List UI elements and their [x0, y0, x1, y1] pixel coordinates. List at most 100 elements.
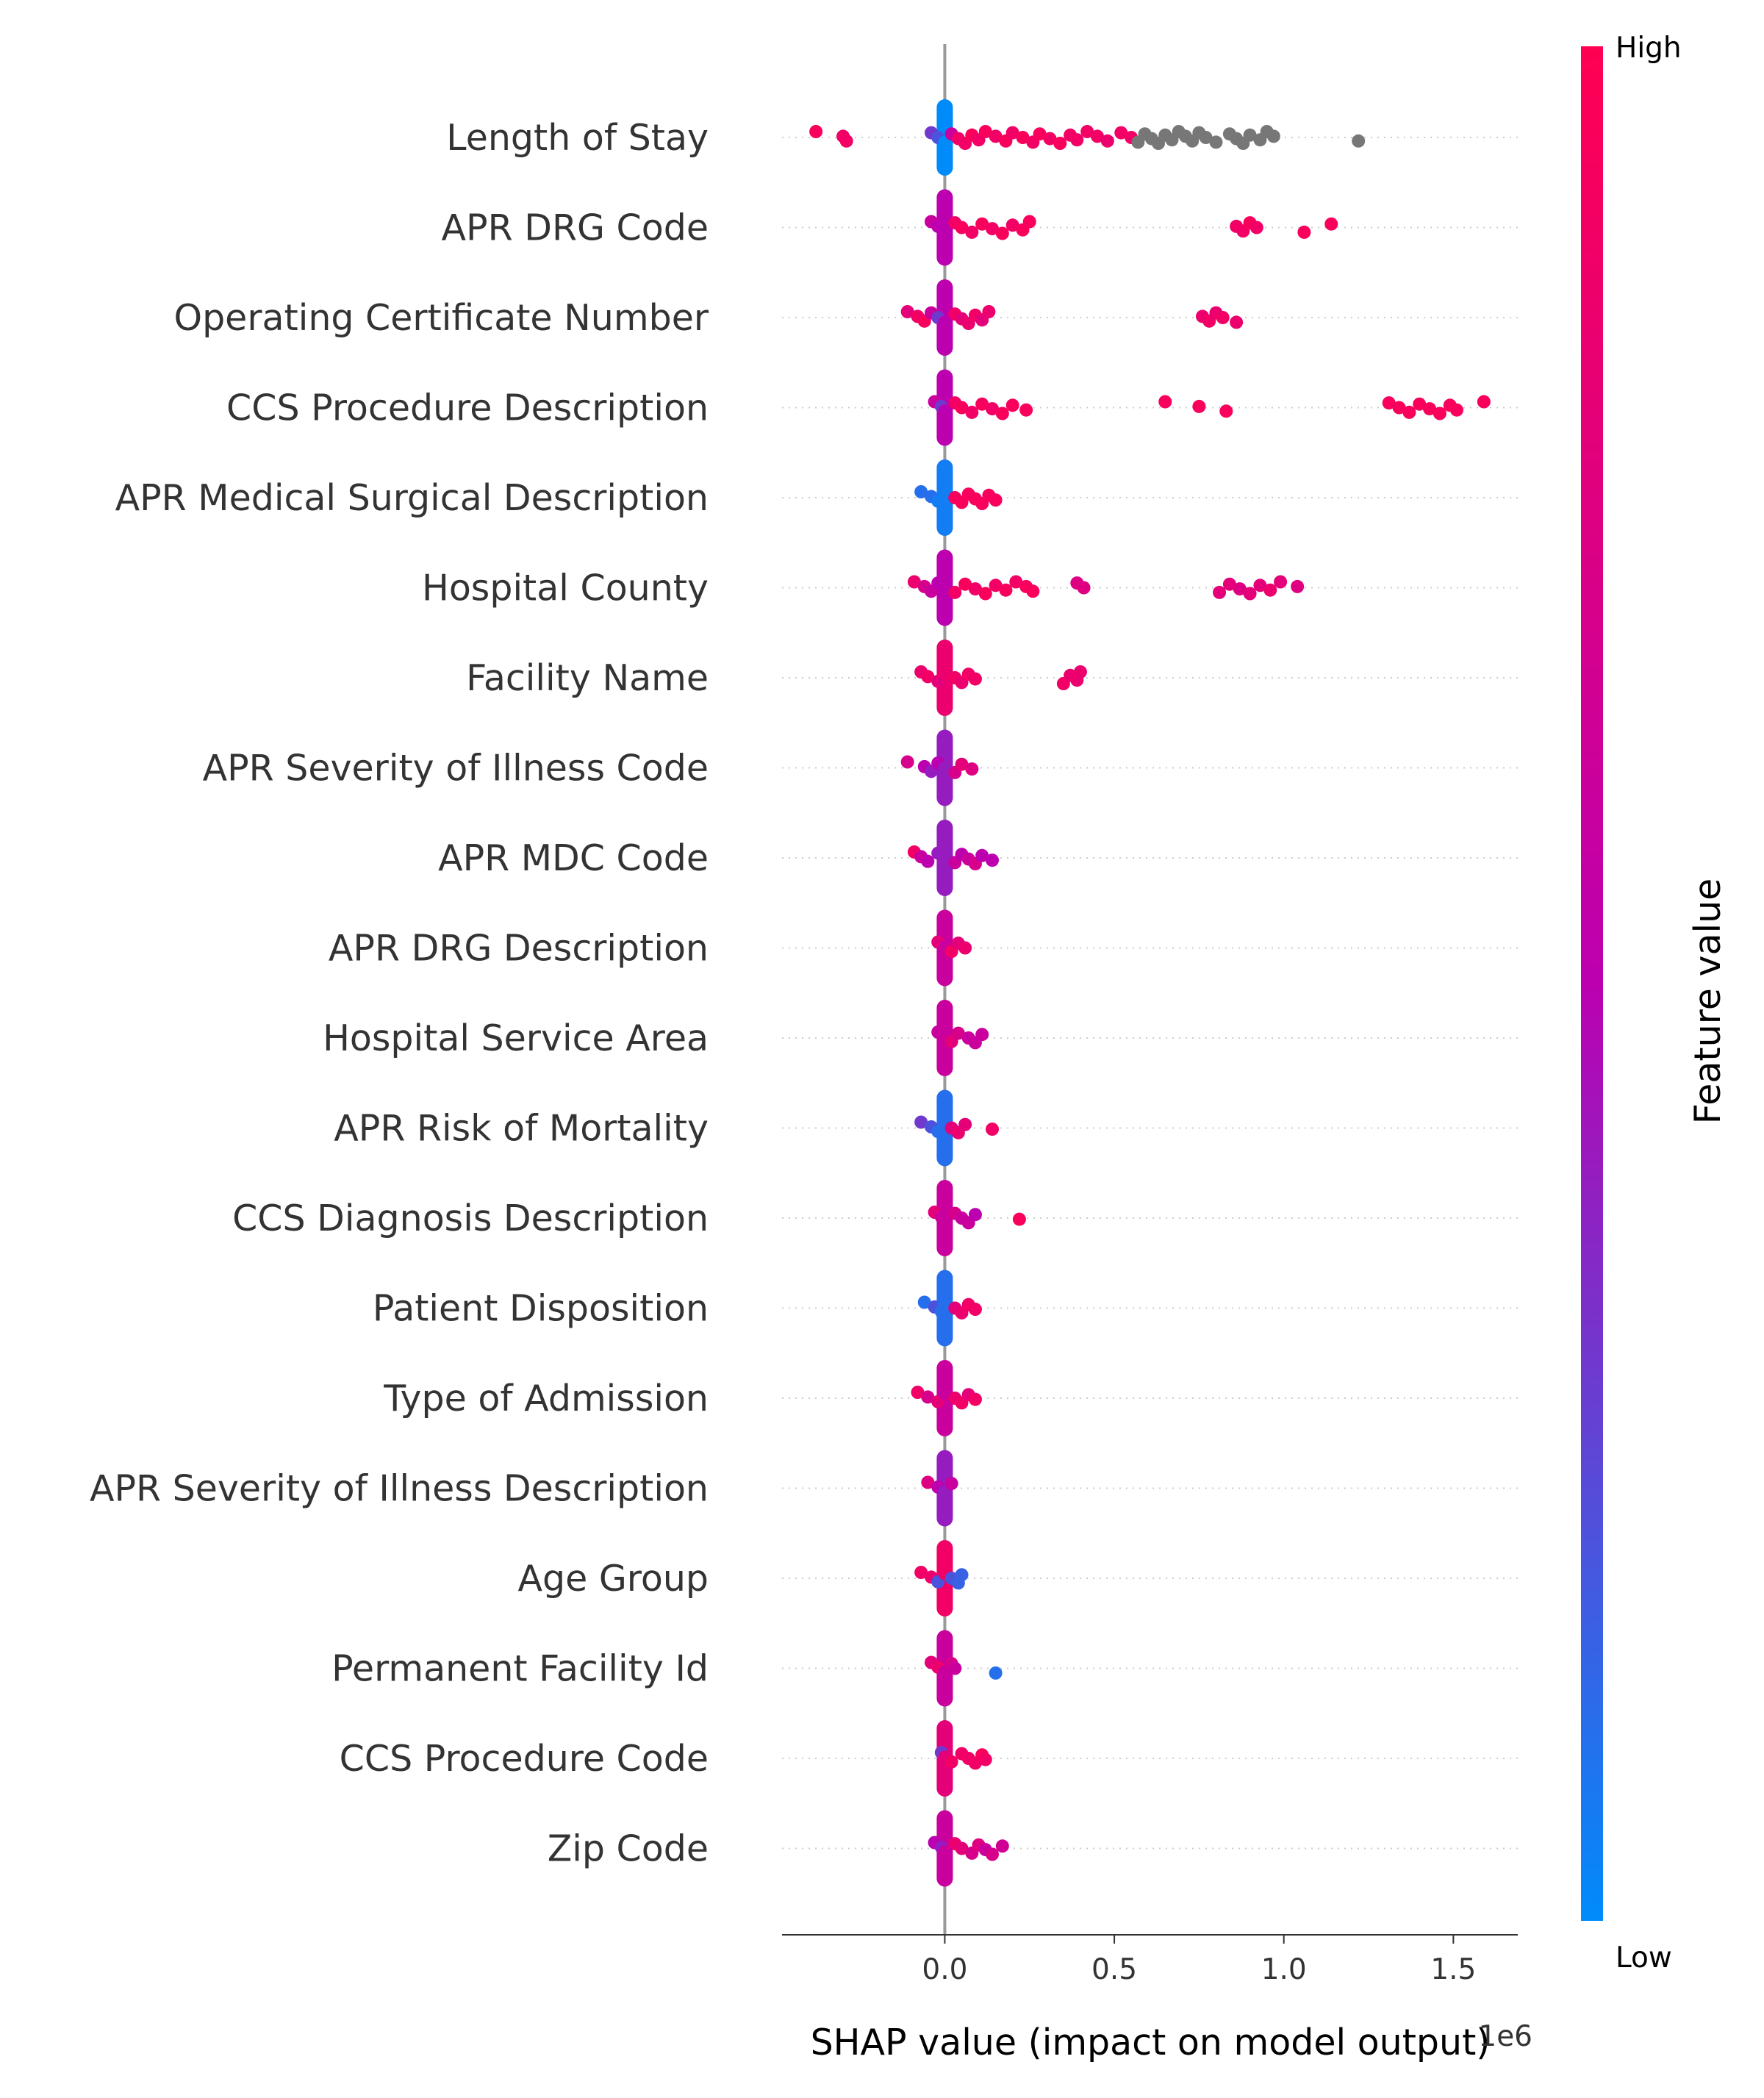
shap-point [986, 1847, 999, 1861]
shap-point [921, 1390, 935, 1404]
shap-point [938, 851, 952, 864]
shap-point [948, 1661, 962, 1675]
shap-point [1449, 403, 1463, 417]
shap-point [955, 401, 969, 415]
shap-point [938, 761, 952, 775]
shap-point [1291, 579, 1305, 593]
shap-point [1077, 581, 1091, 595]
shap-point [978, 587, 992, 601]
shap-point [989, 129, 1003, 143]
feature-label: APR Severity of Illness Code [203, 748, 709, 790]
shap-point [955, 1568, 969, 1582]
shap-point [914, 485, 928, 498]
shap-point [938, 1297, 952, 1311]
shap-point [968, 1303, 982, 1317]
shap-point [1297, 225, 1311, 239]
shap-point [978, 1752, 992, 1766]
shap-point [938, 486, 952, 500]
feature-label: Age Group [517, 1558, 709, 1600]
shap-point [944, 1477, 958, 1491]
shap-point [986, 1123, 999, 1136]
shap-point [995, 1839, 1009, 1853]
feature-label: APR MDC Code [438, 837, 709, 879]
shap-point [965, 405, 979, 419]
shap-point [914, 1566, 928, 1579]
feature-label: Facility Name [466, 657, 709, 699]
shap-point [938, 224, 952, 238]
shap-point [958, 1117, 972, 1131]
colorbar: High Low Feature value [1581, 32, 1729, 1975]
shap-point [1213, 585, 1227, 599]
shap-point [968, 1392, 982, 1406]
shap-point [965, 762, 979, 776]
shap-point [975, 1028, 989, 1042]
shap-point [1222, 577, 1236, 591]
shap-point [1253, 579, 1267, 592]
shap-point [1230, 315, 1244, 329]
shap-point [948, 585, 962, 599]
colorbar-low-label: Low [1616, 1941, 1672, 1975]
shap-point [1219, 404, 1233, 418]
feature-label: Type of Admission [383, 1378, 709, 1419]
shap-point [911, 1386, 925, 1399]
shap-point [1199, 131, 1213, 144]
shap-point [958, 577, 972, 591]
shap-point [1114, 126, 1128, 140]
shap-point [1392, 401, 1406, 415]
shap-point [999, 583, 1013, 597]
shap-point [914, 1115, 928, 1129]
shap-point [921, 1475, 935, 1489]
x-tick-label: 0.0 [922, 1953, 967, 1986]
shap-point [986, 853, 999, 867]
shap-point [1091, 129, 1104, 143]
shap-point [944, 1755, 958, 1769]
shap-point [1413, 397, 1427, 411]
shap-point [958, 941, 972, 955]
shap-point [978, 125, 992, 138]
x-axis: 0.0 0.5 1.0 1.5 [782, 1934, 1518, 1986]
shap-point [938, 581, 952, 595]
shap-point [907, 575, 921, 589]
shap-point [1070, 133, 1084, 147]
shap-point [1016, 131, 1030, 144]
shap-point [1477, 395, 1491, 409]
shap-point [921, 670, 935, 684]
shap-point [938, 315, 952, 329]
colorbar-title: Feature value [1687, 878, 1729, 1125]
x-axis-title: SHAP value (impact on model output) [811, 2022, 1491, 2063]
shap-point [938, 1386, 952, 1400]
shap-point [975, 848, 989, 862]
shap-point [938, 1845, 952, 1859]
shap-point [955, 1841, 969, 1855]
shap-point [968, 672, 982, 686]
shap-point [995, 407, 1009, 420]
x-tick-label: 0.5 [1091, 1953, 1137, 1986]
shap-point [938, 666, 952, 680]
shap-point [1423, 402, 1437, 416]
shap-point [1005, 126, 1019, 140]
shap-point [955, 221, 969, 234]
colorbar-gradient [1581, 46, 1603, 1921]
shap-point [986, 222, 999, 236]
shap-point [1033, 127, 1047, 141]
shap-point [1433, 407, 1446, 420]
shap-point [900, 305, 914, 318]
shap-point [989, 1666, 1003, 1680]
colorbar-high-label: High [1616, 32, 1682, 65]
row-grid-lines [782, 137, 1518, 1850]
shap-point [1026, 584, 1040, 598]
shap-point [968, 582, 982, 596]
feature-label: APR Risk of Mortality [334, 1108, 709, 1150]
shap-point [839, 134, 853, 148]
shap-point [1053, 137, 1067, 150]
shap-point [1216, 311, 1230, 324]
shap-point [1274, 575, 1288, 589]
feature-label: Hospital County [422, 568, 709, 609]
shap-points [809, 99, 1491, 1887]
shap-point [1005, 398, 1019, 412]
feature-label: APR Severity of Illness Description [90, 1468, 709, 1510]
feature-label: CCS Procedure Code [340, 1738, 709, 1780]
shap-point [975, 397, 989, 411]
